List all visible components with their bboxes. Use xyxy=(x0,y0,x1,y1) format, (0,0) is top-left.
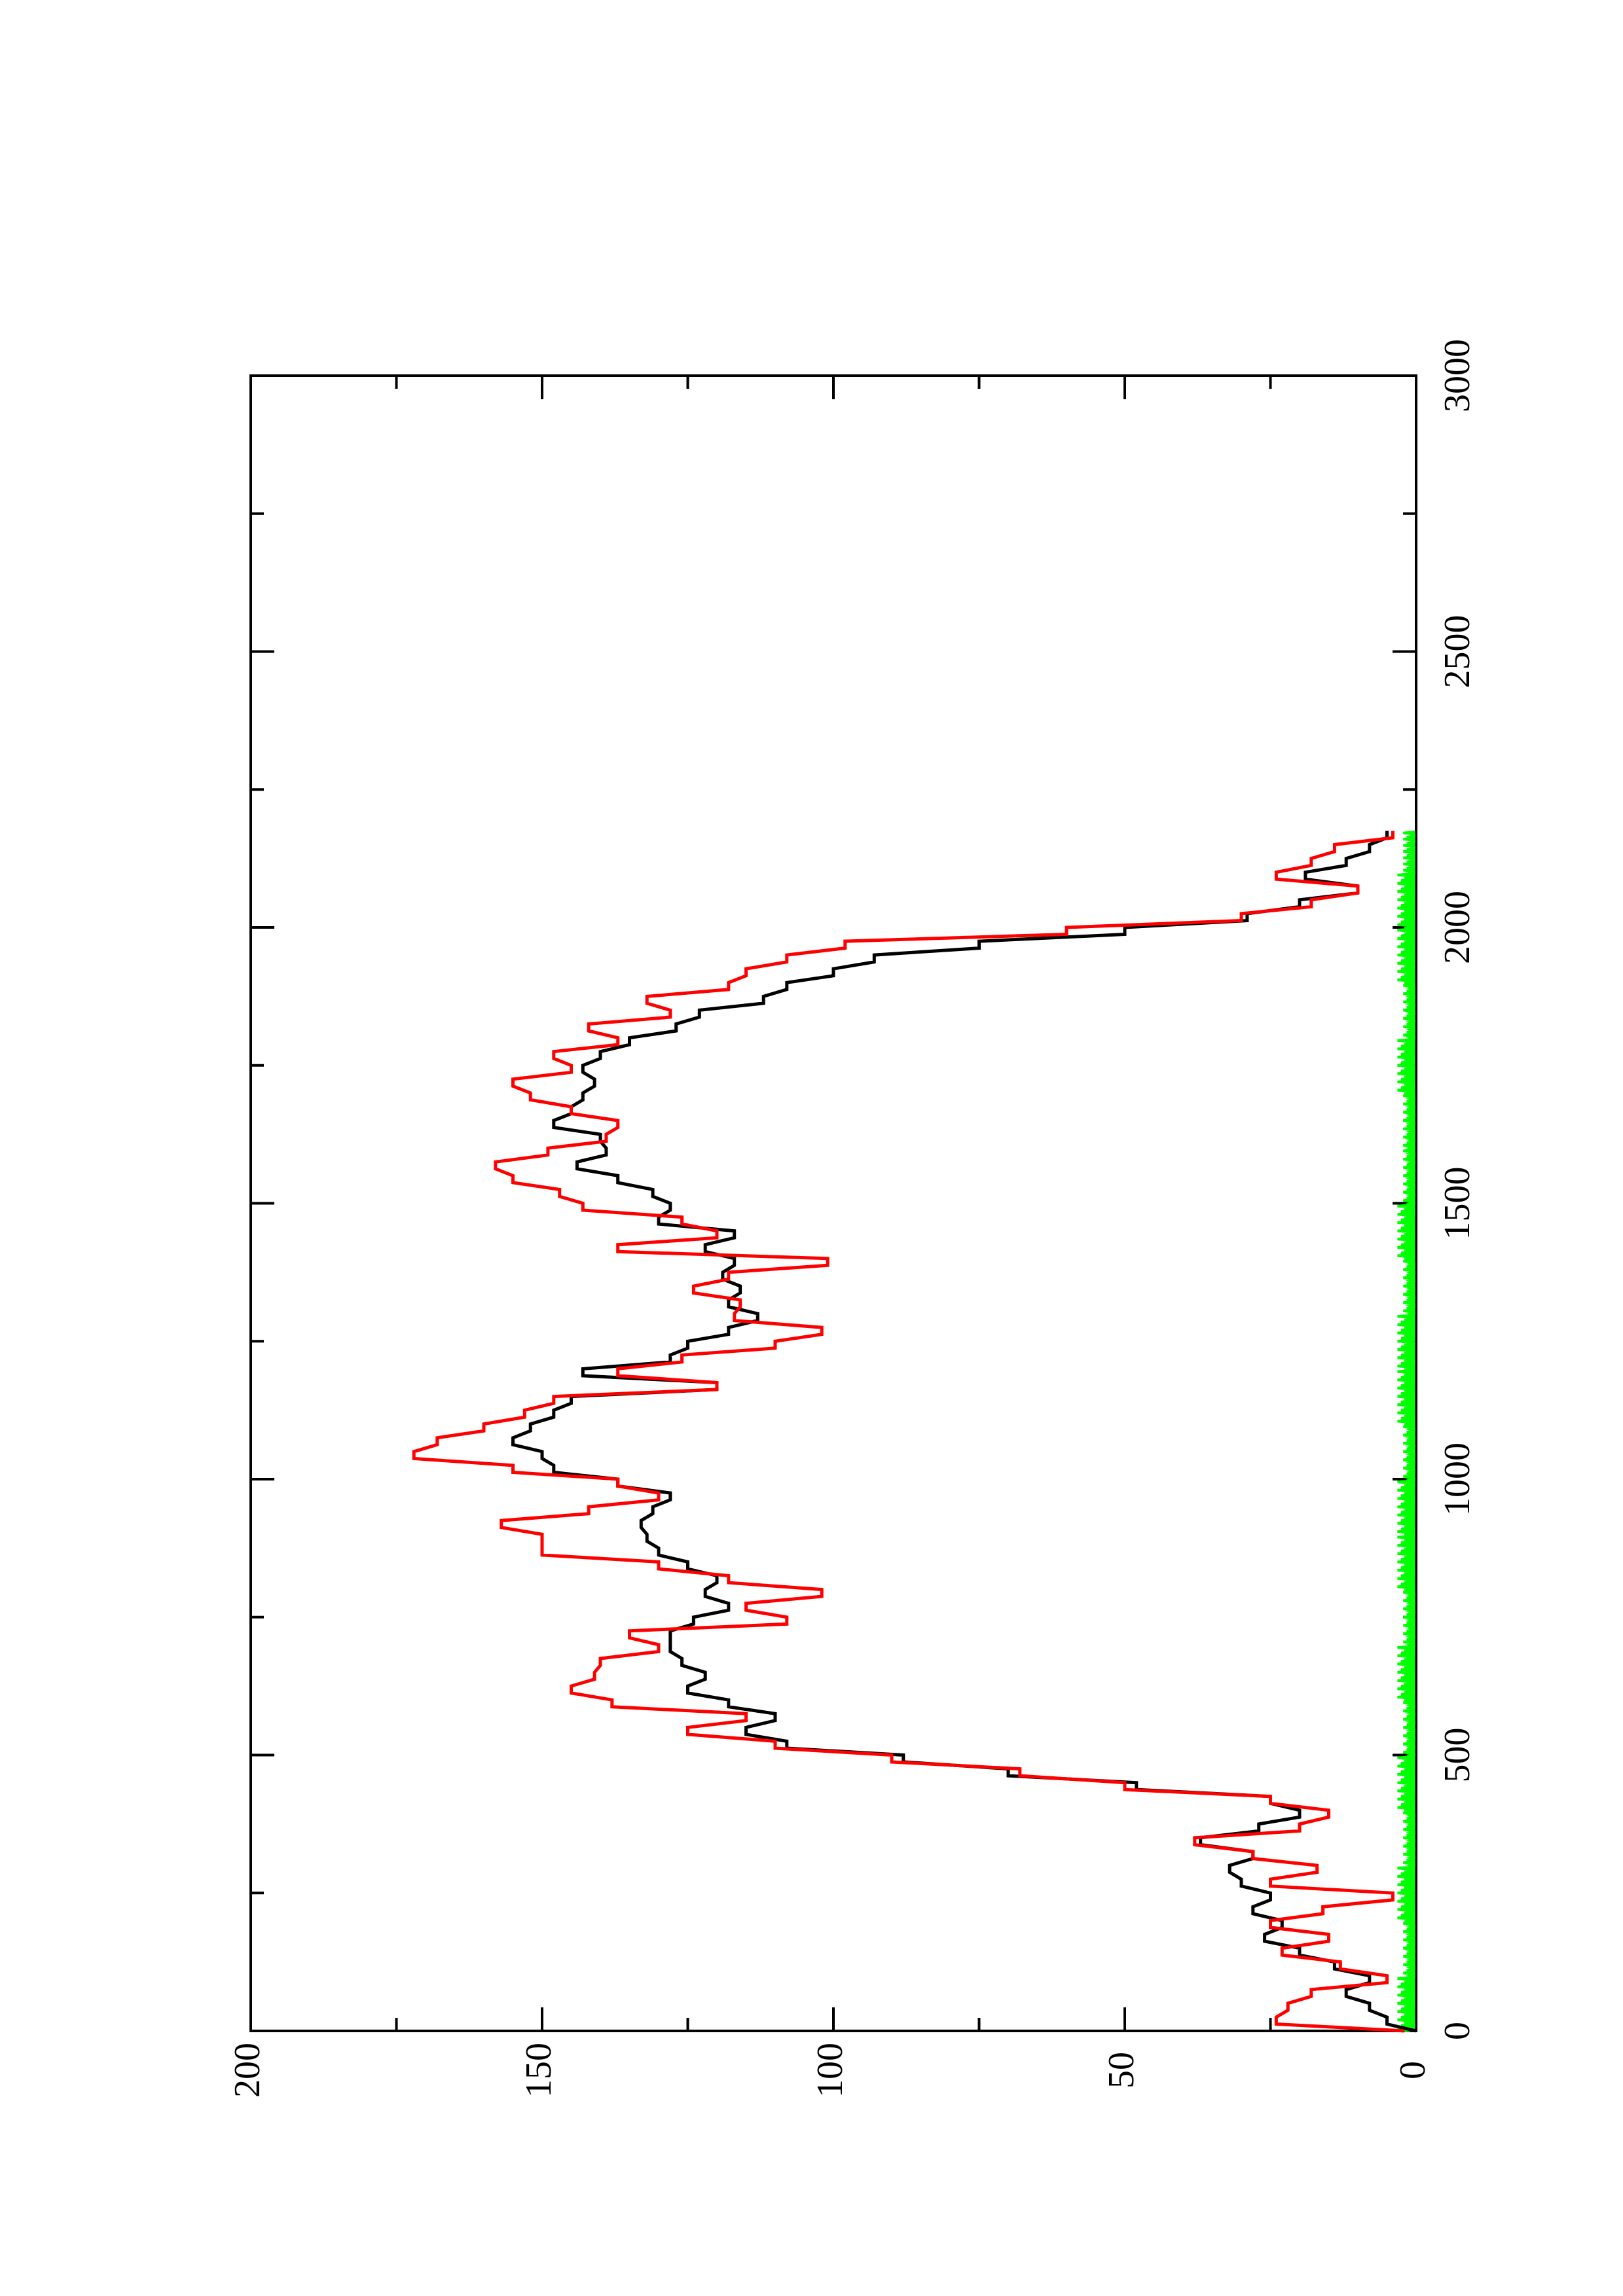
x-tick-label: 500 xyxy=(1437,1728,1478,1783)
y-tick-label: 50 xyxy=(1101,2052,1142,2089)
y-tick-label: 0 xyxy=(1393,2061,1433,2079)
y-tick-label: 150 xyxy=(519,2043,559,2098)
series-line xyxy=(1397,831,1415,2032)
x-axis-tick-labels: 0 500 1000 1500 2000 2500 3000 xyxy=(1437,339,1478,2040)
x-tick-label: 1500 xyxy=(1437,1167,1478,1240)
x-tick-label: 1000 xyxy=(1437,1443,1478,1516)
x-tick-label: 2000 xyxy=(1437,891,1478,964)
series-line xyxy=(412,831,1405,2033)
y-tick-label: 200 xyxy=(227,2043,268,2098)
y-axis-ticks xyxy=(249,376,1417,2031)
plot-frame xyxy=(249,374,1417,2032)
series-line xyxy=(511,831,1417,2033)
series-layer xyxy=(412,831,1417,2033)
y-tick-label: 100 xyxy=(810,2043,850,2098)
x-axis-ticks xyxy=(251,374,1416,2032)
y-axis-tick-labels: 0 50 100 150 200 xyxy=(227,2043,1433,2098)
x-tick-label: 0 xyxy=(1437,2022,1478,2040)
x-tick-label: 2500 xyxy=(1437,615,1478,689)
x-tick-label: 3000 xyxy=(1437,339,1478,412)
